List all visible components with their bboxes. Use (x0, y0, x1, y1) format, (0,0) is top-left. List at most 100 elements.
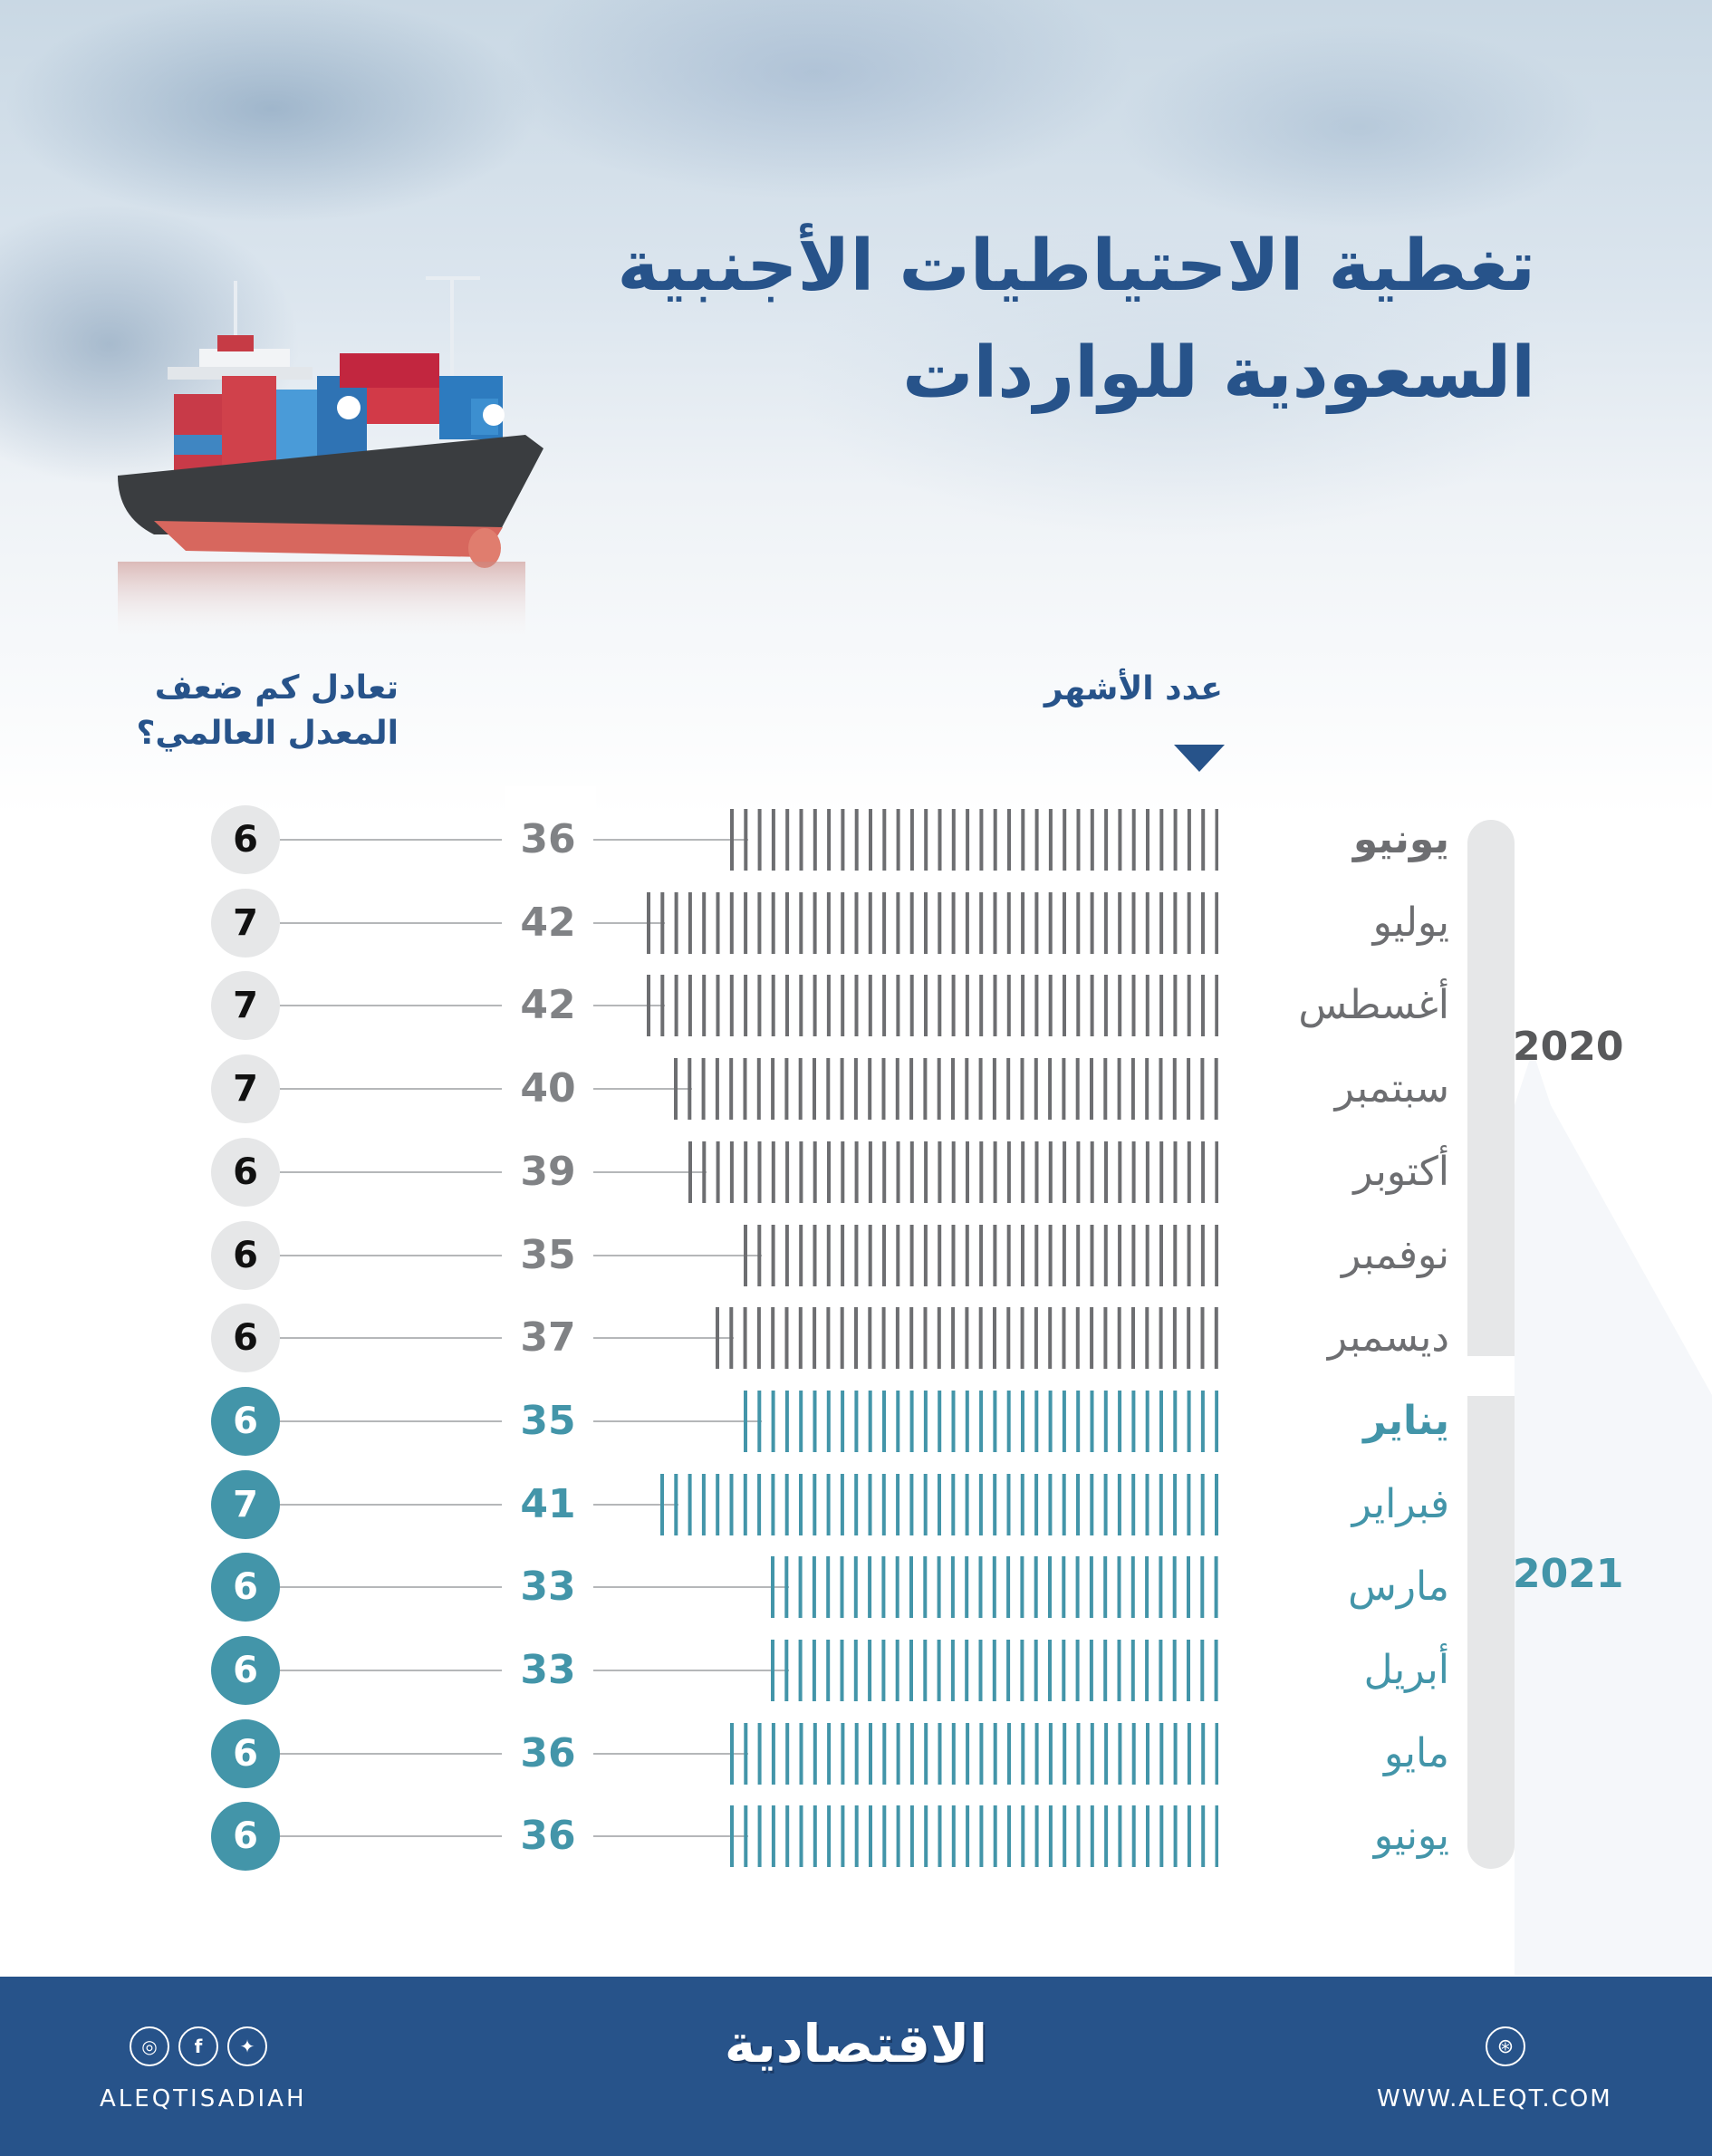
connector-line (593, 921, 665, 924)
chart-row: 7 40 سبتمبر (0, 1054, 1712, 1138)
chart-row: 6 33 أبريل (0, 1636, 1712, 1719)
month-label: يونيو (1352, 816, 1449, 862)
times-global-badge: 6 (211, 1553, 280, 1622)
month-bar (743, 1390, 1218, 1452)
months-value: 33 (520, 1564, 576, 1611)
mountain-shape (1515, 1051, 1712, 1975)
months-value: 36 (520, 1729, 576, 1776)
title-line-1: تغطية الاحتياطيات الأجنبية (617, 226, 1535, 307)
connector-line (280, 1337, 502, 1340)
connector-line (593, 839, 748, 841)
twitter-icon[interactable]: ✦ (227, 2026, 267, 2066)
connector-line (593, 1170, 707, 1173)
month-bar (729, 809, 1218, 871)
year-bracket-2020 (1467, 820, 1515, 1356)
connector-line (280, 1254, 502, 1256)
chart-row: 6 35 نوفمبر (0, 1220, 1712, 1304)
connector-line (593, 1835, 748, 1838)
year-bracket-2021 (1467, 1396, 1515, 1869)
month-label: ديسمبر (1327, 1314, 1449, 1362)
connector-line (280, 1586, 502, 1589)
chart-row: 6 36 يونيو (0, 805, 1712, 889)
connector-line (280, 921, 502, 924)
month-bar (771, 1556, 1218, 1619)
social-links: ◎ f ✦ (130, 2026, 267, 2066)
connector-line (593, 1586, 790, 1589)
month-label: أبريل (1363, 1647, 1449, 1693)
months-value: 35 (520, 1231, 576, 1278)
values-column-background (505, 786, 596, 1873)
months-value: 42 (520, 899, 576, 946)
chart-row: 7 41 فبراير (0, 1469, 1712, 1554)
times-global-badge: 6 (211, 1304, 280, 1373)
connector-line (280, 839, 502, 841)
months-value: 35 (520, 1397, 576, 1444)
month-label: فبراير (1351, 1480, 1449, 1527)
months-value: 40 (520, 1065, 576, 1112)
month-label: مايو (1384, 1729, 1449, 1776)
instagram-icon[interactable]: ◎ (130, 2026, 169, 2066)
times-global-badge: 7 (211, 1054, 280, 1124)
connector-line (593, 1752, 748, 1755)
connector-line (280, 1503, 502, 1506)
months-value: 37 (520, 1314, 576, 1362)
month-bar (729, 1722, 1218, 1785)
month-bar (743, 1224, 1218, 1286)
month-label: مارس (1348, 1564, 1449, 1611)
title-line-2: السعودية للواردات (902, 332, 1535, 414)
times-global-badge: 7 (211, 1469, 280, 1539)
connector-line (280, 1670, 502, 1671)
month-bar (646, 891, 1218, 954)
months-value: 36 (520, 1813, 576, 1860)
down-triangle-icon (1174, 745, 1225, 772)
website-link[interactable]: WWW.ALEQT.COM (1377, 2085, 1612, 2113)
month-bar (771, 1640, 1218, 1701)
connector-line (280, 1752, 502, 1755)
months-value: 39 (520, 1148, 576, 1195)
month-bar (646, 975, 1218, 1037)
year-label-2020: 2020 (1513, 1024, 1624, 1070)
month-label: يونيو (1373, 1813, 1449, 1860)
times-global-header: تعادل كم ضعف المعدل العالمي؟ (136, 669, 399, 752)
month-label: أكتوبر (1353, 1148, 1449, 1195)
times-global-badge: 7 (211, 971, 280, 1041)
month-label: يوليو (1372, 899, 1449, 946)
times-global-badge: 6 (211, 1636, 280, 1705)
month-bar (674, 1058, 1218, 1121)
connector-line (593, 1254, 762, 1256)
months-column-header: عدد الأشهر (1044, 670, 1223, 707)
chart-row: 6 36 يونيو (0, 1802, 1712, 1885)
month-label: أغسطس (1298, 982, 1449, 1029)
connector-line (280, 1005, 502, 1007)
times-global-badge: 7 (211, 888, 280, 958)
months-value: 41 (520, 1480, 576, 1527)
times-global-badge: 6 (211, 805, 280, 874)
month-bar (660, 1473, 1218, 1535)
connector-line (280, 1088, 502, 1091)
chart-row: 7 42 أغسطس (0, 971, 1712, 1054)
connector-line (280, 1170, 502, 1173)
times-global-badge: 6 (211, 1137, 280, 1207)
social-handle: ALEQTISADIAH (100, 2085, 307, 2113)
connector-line (280, 1835, 502, 1838)
times-global-badge: 6 (211, 1220, 280, 1290)
month-bar (716, 1307, 1218, 1370)
chart-row: 6 39 أكتوبر (0, 1137, 1712, 1221)
months-value: 36 (520, 816, 576, 862)
month-label: نوفمبر (1341, 1231, 1449, 1278)
chart-row: 6 35 يناير (0, 1386, 1712, 1470)
months-value: 42 (520, 982, 576, 1029)
connector-line (593, 1420, 762, 1422)
year-label-2021: 2021 (1513, 1551, 1624, 1597)
chart-row: 6 36 مايو (0, 1718, 1712, 1803)
connector-line (280, 1420, 502, 1422)
chart-row: 6 37 ديسمبر (0, 1304, 1712, 1387)
month-bar (688, 1141, 1218, 1203)
connector-line (593, 1005, 665, 1007)
chart-row: 7 42 يوليو (0, 888, 1712, 972)
page-title: تغطية الاحتياطيات الأجنبية السعودية للوا… (617, 213, 1535, 427)
times-global-badge: 6 (211, 1386, 280, 1456)
globe-icon[interactable]: ⊛ (1486, 2026, 1525, 2066)
month-label: سبتمبر (1334, 1065, 1449, 1112)
facebook-icon[interactable]: f (178, 2026, 218, 2066)
